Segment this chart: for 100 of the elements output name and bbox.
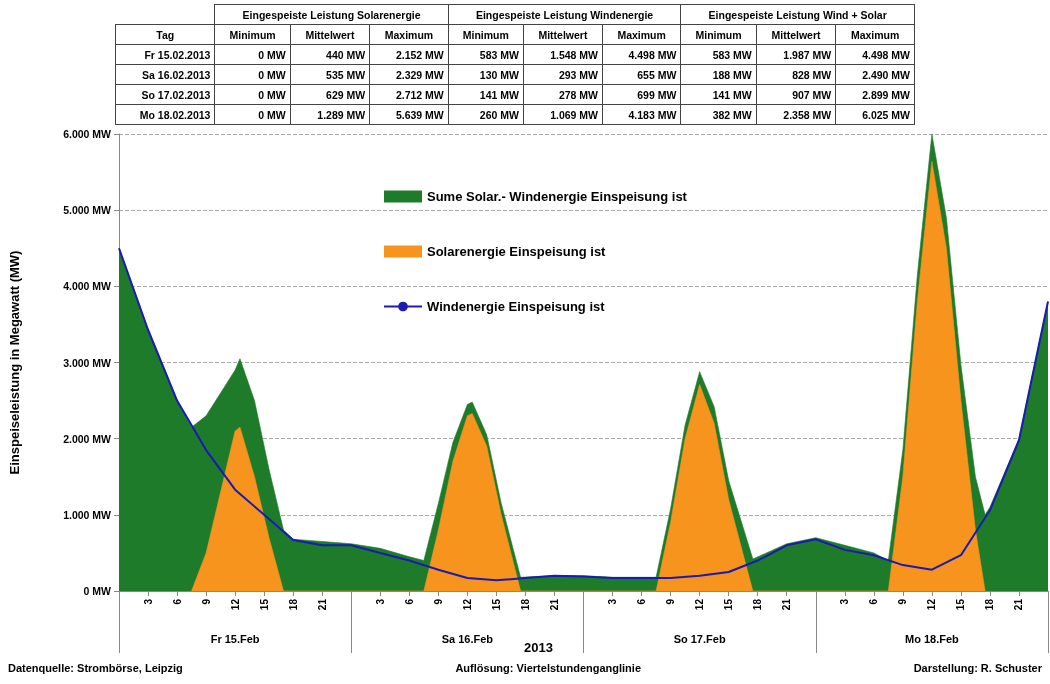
y-axis-title: Einspeiseleistung in Megawatt (MW) bbox=[7, 250, 22, 475]
x-tick-label: 21 bbox=[548, 598, 560, 611]
text: 6.025 MW bbox=[835, 104, 915, 125]
x-tick-label: 3 bbox=[142, 598, 154, 605]
text: Mittelwert bbox=[290, 24, 370, 45]
x-tick-label: 12 bbox=[926, 598, 938, 611]
x-tick-label: 18 bbox=[519, 598, 531, 611]
text: 583 MW bbox=[448, 44, 524, 65]
x-tick-label: 15 bbox=[955, 598, 967, 611]
text: 1.069 MW bbox=[523, 104, 603, 125]
x-tick-label: 12 bbox=[229, 598, 241, 611]
text: 699 MW bbox=[602, 84, 681, 105]
x-tick-label: 3 bbox=[374, 598, 386, 605]
line-series bbox=[118, 247, 1049, 582]
y-tick-label: 2.000 MW bbox=[63, 432, 112, 445]
text: So 17.02.2013 bbox=[115, 84, 215, 105]
text: 440 MW bbox=[290, 44, 370, 65]
text: 2.152 MW bbox=[369, 44, 449, 65]
text: 0 MW bbox=[214, 104, 291, 125]
text: Minimum bbox=[680, 24, 757, 45]
text: Mo 18.02.2013 bbox=[115, 104, 215, 125]
text: Eingespeiste Leistung Wind + Solar bbox=[680, 4, 915, 25]
text: 535 MW bbox=[290, 64, 370, 85]
x-tick-label: 9 bbox=[432, 598, 444, 605]
text: 0 MW bbox=[214, 64, 291, 85]
text: Eingespeiste Leistung Windenergie bbox=[448, 4, 681, 25]
text: 4.183 MW bbox=[602, 104, 681, 125]
text: 655 MW bbox=[602, 64, 681, 85]
text: 5.639 MW bbox=[369, 104, 449, 125]
text: 141 MW bbox=[448, 84, 524, 105]
text: Maximum bbox=[602, 24, 681, 45]
text: 2.329 MW bbox=[369, 64, 449, 85]
x-tick-label: 3 bbox=[839, 598, 851, 605]
text: Sa 16.02.2013 bbox=[115, 64, 215, 85]
text: 260 MW bbox=[448, 104, 524, 125]
text: 4.498 MW bbox=[602, 44, 681, 65]
x-tick-label: 6 bbox=[403, 598, 415, 605]
x-tick-label: 9 bbox=[200, 598, 212, 605]
text: 141 MW bbox=[680, 84, 757, 105]
x-tick-label: 15 bbox=[490, 598, 502, 611]
x-tick-label: 18 bbox=[984, 598, 996, 611]
text: 1.548 MW bbox=[523, 44, 603, 65]
y-tick-label: 5.000 MW bbox=[63, 204, 112, 217]
legend-label: Windenergie Einspeisung ist bbox=[427, 299, 606, 314]
x-tick-label: 15 bbox=[723, 598, 735, 611]
text: 1.987 MW bbox=[756, 44, 836, 65]
legend-label: Solarenergie Einspeisung ist bbox=[427, 244, 607, 259]
text: 828 MW bbox=[756, 64, 836, 85]
text: 583 MW bbox=[680, 44, 757, 65]
text: 188 MW bbox=[680, 64, 757, 85]
x-tick-label: 18 bbox=[287, 598, 299, 611]
text: 2.899 MW bbox=[835, 84, 915, 105]
text: 278 MW bbox=[523, 84, 603, 105]
x-tick-label: 21 bbox=[316, 598, 328, 611]
y-tick-label: 3.000 MW bbox=[63, 356, 112, 369]
text: 2.358 MW bbox=[756, 104, 836, 125]
x-tick-label: 12 bbox=[694, 598, 706, 611]
text: 293 MW bbox=[523, 64, 603, 85]
x-tick-label: 6 bbox=[636, 598, 648, 605]
x-tick-label: 18 bbox=[752, 598, 764, 611]
text: 130 MW bbox=[448, 64, 524, 85]
text: 0 MW bbox=[214, 84, 291, 105]
text: Datenquelle: Strombörse, Leipzig bbox=[8, 662, 183, 674]
x-tick-label: 15 bbox=[258, 598, 270, 611]
text: Minimum bbox=[214, 24, 291, 45]
x-tick-label: 6 bbox=[868, 598, 880, 605]
x-tick-label: 12 bbox=[461, 598, 473, 611]
x-axis-title: 2013 bbox=[524, 640, 553, 655]
text: 2.490 MW bbox=[835, 64, 915, 85]
y-tick-label: 6.000 MW bbox=[63, 128, 112, 140]
x-tick-label: 9 bbox=[897, 598, 909, 605]
text: Maximum bbox=[369, 24, 449, 45]
text: Tag bbox=[115, 24, 215, 45]
x2-tick-label: Fr 15.Feb bbox=[210, 632, 260, 645]
x2-tick-label: So 17.Feb bbox=[673, 632, 726, 645]
text: 1.289 MW bbox=[290, 104, 370, 125]
text: Fr 15.02.2013 bbox=[115, 44, 215, 65]
x2-tick-label: Mo 18.Feb bbox=[904, 632, 960, 645]
x-tick-label: 21 bbox=[781, 598, 793, 611]
text: 0 MW bbox=[214, 44, 291, 65]
x-tick-label: 3 bbox=[607, 598, 619, 605]
x2-tick-label: Sa 16.Feb bbox=[441, 632, 494, 645]
legend-label: Sume Solar.- Windenergie Einspeisung ist bbox=[427, 189, 688, 204]
x-tick-label: 21 bbox=[1013, 598, 1025, 611]
text: Auflösung: Viertelstundenganglinie bbox=[455, 662, 642, 674]
x-tick-label: 9 bbox=[665, 598, 677, 605]
y-tick-label: 4.000 MW bbox=[63, 280, 112, 293]
text: Eingespeiste Leistung Solarenergie bbox=[214, 4, 449, 25]
y-tick-label: 1.000 MW bbox=[63, 508, 112, 521]
text: 4.498 MW bbox=[835, 44, 915, 65]
text: 2.712 MW bbox=[369, 84, 449, 105]
text: Darstellung: R. Schuster bbox=[913, 662, 1042, 674]
x-tick-label: 6 bbox=[171, 598, 183, 605]
text: 382 MW bbox=[680, 104, 757, 125]
text: Maximum bbox=[835, 24, 915, 45]
y-tick-label: 0 MW bbox=[83, 585, 112, 597]
text: Mittelwert bbox=[756, 24, 836, 45]
text: Mittelwert bbox=[523, 24, 603, 45]
text: Minimum bbox=[448, 24, 524, 45]
text: 907 MW bbox=[756, 84, 836, 105]
